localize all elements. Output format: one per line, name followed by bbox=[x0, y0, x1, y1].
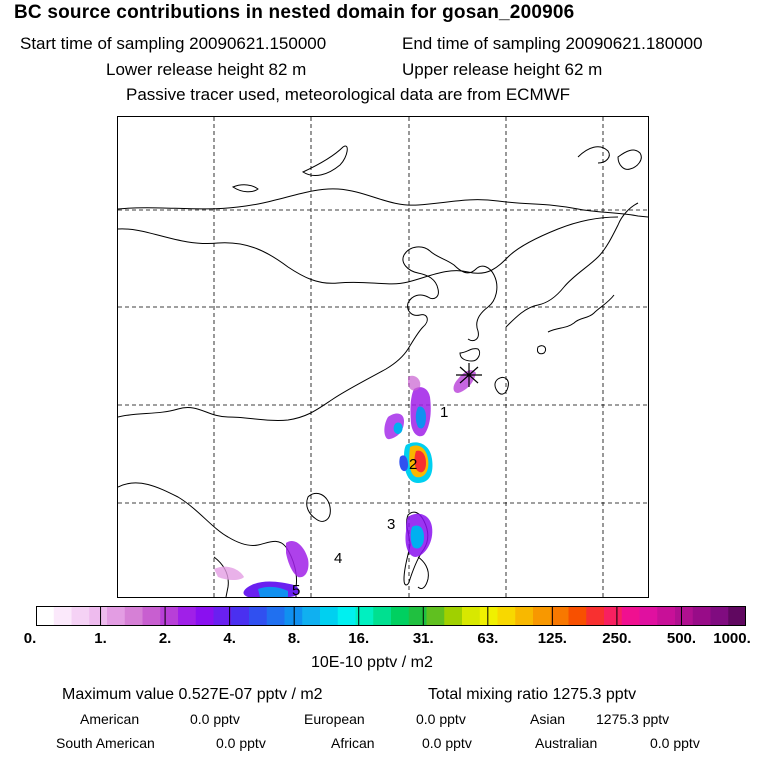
maximum-value: Maximum value 0.527E-07 pptv / m2 bbox=[62, 686, 323, 703]
total-mixing-ratio: Total mixing ratio 1275.3 pptv bbox=[428, 686, 637, 703]
asian-label: Asian bbox=[530, 711, 566, 727]
colorbar-segment bbox=[444, 606, 463, 626]
colorbar-tick-label: 125. bbox=[537, 630, 567, 647]
receptor-star-marker bbox=[456, 363, 482, 387]
colorbar-segment bbox=[391, 606, 410, 626]
colorbar-segment bbox=[124, 606, 143, 626]
colorbar-border bbox=[36, 606, 746, 626]
colorbar-segment bbox=[426, 606, 445, 626]
plot-title: BC source contributions in nested domain… bbox=[14, 2, 575, 23]
map-canvas: 1 2 3 4 5 bbox=[118, 117, 648, 597]
colorbar-segment bbox=[408, 606, 427, 626]
colorbar-segment bbox=[497, 606, 516, 626]
colorbar-segment bbox=[373, 606, 392, 626]
european-label: European bbox=[304, 711, 365, 727]
colorbar-segment bbox=[142, 606, 161, 626]
colorbar-segment bbox=[533, 606, 552, 626]
colorbar-tick-label: 500. bbox=[666, 630, 697, 647]
colorbar-units: 10E-10 pptv / m2 bbox=[311, 654, 433, 671]
european-value: 0.0 pptv bbox=[416, 711, 466, 727]
colorbar-tick-label: 31. bbox=[412, 630, 434, 647]
australian-label: Australian bbox=[535, 735, 598, 751]
colorbar-segment bbox=[249, 606, 268, 626]
region-label-4: 4 bbox=[334, 550, 342, 567]
colorbar-segment bbox=[302, 606, 321, 626]
colorbar-segment bbox=[320, 606, 339, 626]
colorbar-segment bbox=[692, 606, 711, 626]
colorbar-tick-label: 2. bbox=[158, 630, 172, 647]
colorbar-segment bbox=[550, 606, 569, 626]
nested-domain-map: 1 2 3 4 5 bbox=[117, 116, 649, 598]
american-label: American bbox=[80, 711, 140, 727]
colorbar-segment bbox=[621, 606, 640, 626]
colorbar-segment bbox=[675, 606, 694, 626]
region-label-5: 5 bbox=[292, 582, 300, 597]
colorbar-segment bbox=[284, 606, 303, 626]
coastlines bbox=[118, 145, 648, 597]
colorbar-tick-label: 63. bbox=[477, 630, 499, 647]
colorbar bbox=[36, 606, 746, 626]
colorbar-tick-label: 8. bbox=[287, 630, 301, 647]
colorbar-segment bbox=[337, 606, 356, 626]
passive-tracer-note: Passive tracer used, meteorological data… bbox=[126, 85, 571, 104]
australian-value: 0.0 pptv bbox=[650, 735, 700, 751]
colorbar-tick-label: 1. bbox=[94, 630, 107, 647]
colorbar-segment bbox=[53, 606, 72, 626]
sampling-start-time: Start time of sampling 20090621.150000 bbox=[20, 34, 327, 53]
south-american-label: South American bbox=[56, 735, 155, 751]
colorbar-segment bbox=[568, 606, 587, 626]
colorbar-segment bbox=[657, 606, 676, 626]
colorbar-segment bbox=[515, 606, 534, 626]
colorbar-segment bbox=[71, 606, 90, 626]
colorbar-segment bbox=[639, 606, 658, 626]
african-value: 0.0 pptv bbox=[422, 735, 472, 751]
colorbar-segment bbox=[479, 606, 498, 626]
colorbar-segment bbox=[586, 606, 605, 626]
colorbar-segment bbox=[604, 606, 623, 626]
colorbar-segment bbox=[195, 606, 214, 626]
region-label-2: 2 bbox=[409, 456, 417, 473]
colorbar-tick-label: 16. bbox=[348, 630, 370, 647]
colorbar-tick-label: 250. bbox=[602, 630, 632, 647]
colorbar-segment bbox=[213, 606, 232, 626]
lower-release-height: Lower release height 82 m bbox=[106, 60, 307, 79]
upper-release-height: Upper release height 62 m bbox=[402, 60, 603, 79]
colorbar-segment bbox=[107, 606, 126, 626]
south-american-value: 0.0 pptv bbox=[216, 735, 266, 751]
region-label-1: 1 bbox=[440, 404, 448, 421]
source-contribution-field bbox=[214, 370, 476, 597]
colorbar-segment bbox=[728, 606, 746, 626]
colorbar-tick-label: 4. bbox=[223, 630, 236, 647]
region-label-3: 3 bbox=[387, 516, 395, 533]
graticule bbox=[118, 117, 648, 597]
colorbar-segment bbox=[710, 606, 729, 626]
colorbar-tick-label: 1000. bbox=[713, 630, 751, 647]
sampling-end-time: End time of sampling 20090621.180000 bbox=[402, 34, 703, 53]
colorbar-segment bbox=[231, 606, 250, 626]
colorbar-segment bbox=[178, 606, 197, 626]
colorbar-segment bbox=[160, 606, 179, 626]
colorbar-tick-label: 0. bbox=[23, 630, 37, 647]
colorbar-segment bbox=[355, 606, 374, 626]
african-label: African bbox=[331, 735, 375, 751]
colorbar-segment bbox=[36, 606, 55, 626]
colorbar-segment bbox=[462, 606, 481, 626]
colorbar-segment bbox=[266, 606, 285, 626]
american-value: 0.0 pptv bbox=[190, 711, 240, 727]
asian-value: 1275.3 pptv bbox=[596, 711, 670, 727]
colorbar-segment bbox=[89, 606, 108, 626]
